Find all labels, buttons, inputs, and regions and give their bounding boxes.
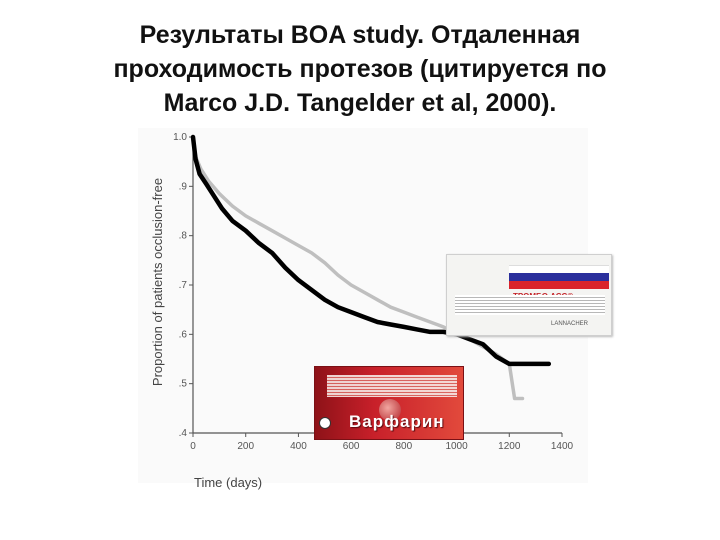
y-tick-label: .9: [179, 181, 188, 192]
x-axis-ticks: 0 200 400 600 800 1000 1200 1400: [190, 433, 574, 452]
title-line-1: Результаты BOA study. Отдаленная: [139, 21, 581, 49]
flag-stripe-red: [509, 281, 609, 289]
series-line-black: [190, 134, 552, 367]
y-axis-label: Proportion of patients occlusion-free: [150, 178, 165, 386]
x-tick-label: 800: [396, 441, 413, 452]
x-tick-label: 200: [237, 441, 254, 452]
chart-series: [190, 134, 552, 401]
x-tick-label: 600: [343, 441, 360, 452]
package-fine-print: [455, 295, 605, 315]
x-tick-label: 0: [190, 441, 196, 452]
x-axis-label: Time (days): [194, 475, 262, 490]
lannacher-logo-text: LANNACHER: [551, 321, 589, 327]
title-line-2: проходимость протезов (цитируется по: [113, 55, 607, 83]
warfarin-brand-text: Варфарин: [349, 412, 445, 431]
warfarin-package-image: Варфарин: [314, 366, 464, 440]
y-tick-label: .4: [179, 428, 188, 439]
y-tick-label: .8: [179, 231, 188, 242]
flag-stripe-white: [509, 265, 609, 274]
flag-stripe-blue: [509, 273, 609, 281]
package-label-band: [327, 375, 457, 397]
y-tick-label: .6: [179, 329, 188, 340]
slide-title: Результаты BOA study. Отдаленная проходи…: [40, 18, 680, 120]
x-tick-label: 1400: [551, 441, 574, 452]
manufacturer-logo-icon: [319, 417, 331, 429]
y-tick-label: .7: [179, 280, 188, 291]
x-tick-label: 400: [290, 441, 307, 452]
y-tick-label: 1.0: [173, 132, 187, 143]
y-axis-ticks: 1.0 .9 .8 .7 .6 .5 .4: [173, 132, 193, 439]
title-line-3: Marco J.D. Tangelder et al, 2000).: [163, 89, 557, 117]
y-tick-label: .5: [179, 379, 188, 390]
thrombo-ass-package-image: ТРОМБО АСС® LANNACHER: [446, 254, 612, 336]
tablet-icon: [379, 399, 401, 421]
x-tick-label: 1000: [445, 441, 468, 452]
x-tick-label: 1200: [498, 441, 521, 452]
